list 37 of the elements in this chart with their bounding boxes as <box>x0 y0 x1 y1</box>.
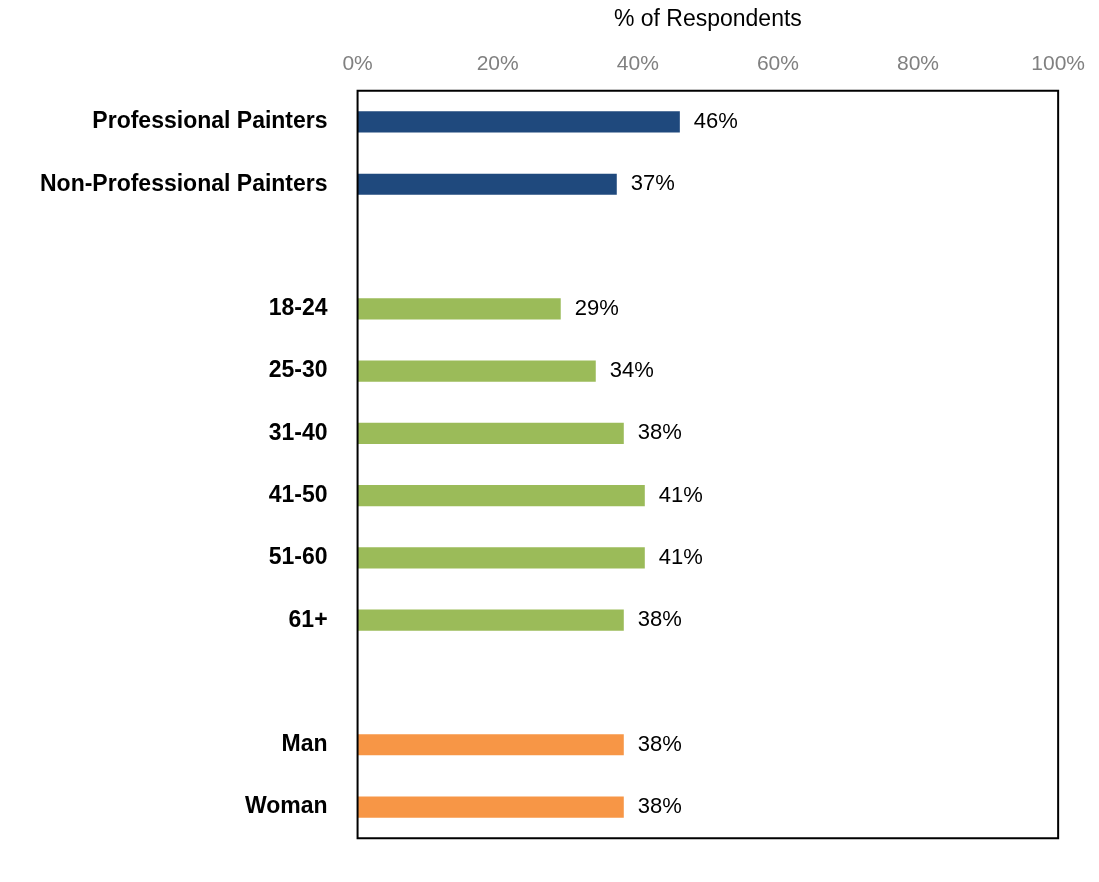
x-tick-label: 60% <box>756 51 799 74</box>
y-tick-label: Man <box>281 730 328 757</box>
x-tick-label: 20% <box>476 51 519 74</box>
bar <box>357 360 596 382</box>
x-tick-label: 0% <box>342 51 373 74</box>
y-tick-label: Woman <box>244 792 328 819</box>
data-label: 37% <box>630 170 675 196</box>
x-tick-label: 80% <box>897 51 940 74</box>
data-label: 46% <box>693 108 738 133</box>
bar <box>357 734 624 756</box>
y-tick-label: Non-Professional Painters <box>39 169 328 196</box>
data-label: 34% <box>609 357 654 383</box>
bar <box>357 298 561 320</box>
bar <box>357 485 645 507</box>
y-tick-label: 41-50 <box>268 480 328 507</box>
bar <box>357 111 680 133</box>
x-tick-label: 40% <box>616 51 659 74</box>
y-tick-label: 61+ <box>288 605 328 632</box>
data-label: 38% <box>637 730 682 756</box>
bar <box>357 609 624 631</box>
data-label: 41% <box>658 543 703 569</box>
y-tick-label: Professional Painters <box>92 107 328 134</box>
x-tick-label: 100% <box>1031 51 1085 74</box>
data-label: 29% <box>574 294 619 320</box>
bar <box>357 173 617 195</box>
y-tick-label: 31-40 <box>268 418 328 445</box>
x-axis-title: % of Respondents <box>613 5 802 32</box>
y-tick-label: 51-60 <box>268 543 328 570</box>
data-label: 41% <box>658 481 703 507</box>
data-label: 38% <box>637 419 682 445</box>
bar <box>357 796 624 818</box>
y-tick-label: 18-24 <box>268 294 328 321</box>
bar <box>357 547 645 569</box>
bar <box>357 422 624 444</box>
data-label: 38% <box>637 793 682 819</box>
y-tick-label: 25-30 <box>268 356 328 383</box>
data-label: 38% <box>637 606 682 632</box>
